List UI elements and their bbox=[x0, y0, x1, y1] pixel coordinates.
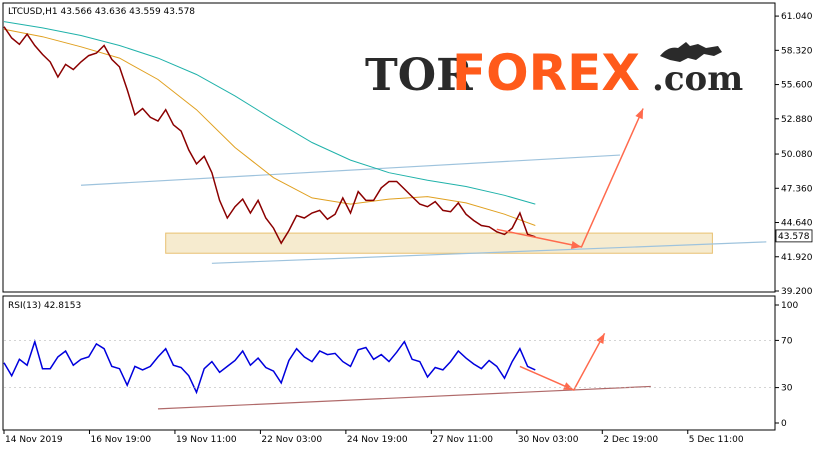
upper-channel-line bbox=[80, 154, 621, 186]
x-tick-label: 30 Nov 03:00 bbox=[518, 435, 579, 445]
x-tick-label: 2 Dec 19:00 bbox=[603, 435, 658, 445]
rsi-panel-frame bbox=[2, 295, 776, 431]
x-tick-label: 19 Nov 11:00 bbox=[176, 435, 237, 445]
price-y-tick-label: 58.320 bbox=[781, 46, 813, 56]
lower-channel-line bbox=[211, 241, 767, 264]
watermark: TOR FOREX .com bbox=[365, 42, 743, 102]
axis-layer: 61.040 58.320 55.600 52.880 50.080 47.360 44.6… bbox=[3, 12, 813, 445]
rsi-trend-line bbox=[157, 385, 651, 410]
rsi-y-tick-label: 30 bbox=[781, 384, 793, 394]
bull-bear-icon bbox=[660, 42, 722, 62]
x-tick-label: 14 Nov 2019 bbox=[5, 435, 63, 445]
x-tick-label: 27 Nov 11:00 bbox=[432, 435, 493, 445]
watermark-com: .com bbox=[652, 59, 743, 99]
x-tick-label: 16 Nov 19:00 bbox=[90, 435, 151, 445]
price-y-tick-label: 47.360 bbox=[781, 184, 813, 194]
watermark-forex: FOREX bbox=[452, 44, 640, 102]
watermark-tor: TOR bbox=[365, 50, 473, 101]
price-y-tick-label: 44.640 bbox=[781, 219, 813, 229]
current-price-tag bbox=[775, 229, 813, 243]
price-forecast-arrow-head bbox=[635, 108, 644, 120]
ma-slow-line bbox=[3, 21, 536, 205]
x-tick-label: 22 Nov 03:00 bbox=[261, 435, 322, 445]
price-layer bbox=[3, 21, 767, 264]
price-header-text: LTCUSD,H1 43.566 43.636 43.559 43.578 bbox=[8, 7, 195, 17]
x-tick-label: 24 Nov 19:00 bbox=[347, 435, 408, 445]
rsi-y-tick-label: 0 bbox=[781, 419, 787, 429]
price-forecast-arrow-path bbox=[496, 108, 644, 248]
rsi-layer bbox=[3, 332, 774, 410]
price-y-tick-label: 52.880 bbox=[781, 115, 813, 125]
price-forecast-arrow-mid-head bbox=[570, 240, 582, 249]
ma-fast-line bbox=[3, 28, 536, 226]
rsi-y-tick-label: 70 bbox=[781, 336, 793, 346]
price-y-tick-label: 41.920 bbox=[781, 253, 813, 263]
rsi-forecast-arrow-path bbox=[519, 332, 606, 391]
price-y-tick-label: 39.200 bbox=[781, 287, 813, 297]
price-header: LTCUSD,H1 43.566 43.636 43.559 43.578 bbox=[8, 7, 195, 17]
rsi-forecast-arrow-mid-head bbox=[563, 382, 574, 390]
rsi-y-tick-label: 100 bbox=[781, 301, 798, 311]
price-y-tick-label: 61.040 bbox=[781, 12, 813, 22]
current-price-label: 43.578 bbox=[778, 232, 810, 242]
support-zone bbox=[165, 232, 713, 254]
rsi-forecast-arrow-head bbox=[596, 333, 605, 345]
price-y-tick-label: 55.600 bbox=[781, 81, 813, 91]
rsi-header-text: RSI(13) 42.8153 bbox=[8, 301, 81, 311]
rsi-line bbox=[3, 339, 536, 395]
price-y-tick-label: 50.080 bbox=[781, 150, 813, 160]
price-line bbox=[3, 26, 536, 245]
x-tick-label: 5 Dec 11:00 bbox=[689, 435, 744, 445]
